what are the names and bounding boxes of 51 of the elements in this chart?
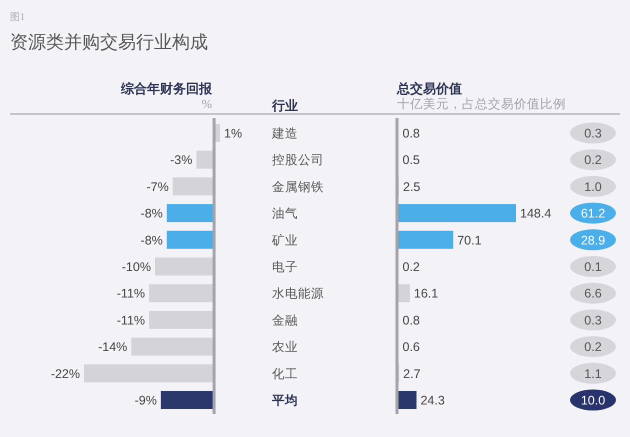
- data-label: -10%: [122, 260, 151, 274]
- data-label: 2.7: [403, 366, 421, 381]
- data-label: 0.8: [402, 313, 420, 328]
- data-label: -7%: [146, 180, 169, 194]
- data-label: 0.2: [402, 260, 420, 274]
- data-label: 0.1: [584, 260, 602, 274]
- y-tick-label: 金融: [272, 313, 298, 328]
- y-tick-label: 控股公司: [272, 153, 324, 168]
- data-label: -3%: [170, 153, 192, 168]
- data-label: 0.2: [584, 153, 602, 168]
- data-label: 0.5: [402, 153, 420, 168]
- data-label: -14%: [98, 340, 128, 354]
- data-label: 61.2: [580, 206, 606, 221]
- data-label: 148.4: [520, 206, 552, 221]
- text: 十亿美元，占总交易价值比例: [397, 96, 566, 111]
- y-tick-label: 建造: [271, 126, 298, 140]
- y-tick-label: 金属钢铁: [272, 180, 324, 194]
- data-label: 0.8: [402, 126, 420, 140]
- data-label: -8%: [140, 206, 163, 221]
- x-axis-title: 综合年财务回报: [120, 81, 213, 96]
- data-label: 6.6: [584, 286, 602, 301]
- y-tick-label: 矿业: [271, 233, 298, 248]
- data-label: 2.5: [403, 180, 420, 194]
- y-tick-label: 平均: [271, 394, 298, 408]
- y-tick-label: 电子: [272, 260, 298, 274]
- y-tick-label: 水电能源: [272, 286, 324, 301]
- y-axis-title: 行业: [271, 98, 298, 113]
- data-label: -22%: [50, 366, 80, 381]
- data-label: -11%: [116, 313, 146, 328]
- chart-title: 资源类并购交易行业构成: [10, 32, 208, 52]
- data-label: 1.1: [584, 366, 602, 381]
- data-label: -8%: [140, 233, 163, 248]
- data-label: 0.6: [402, 340, 420, 354]
- data-label: 0.2: [584, 340, 602, 354]
- data-label: -9%: [134, 394, 157, 408]
- caption: 图1: [10, 12, 25, 23]
- x-axis-title: 总交易价值: [396, 81, 462, 96]
- data-label: 10.0: [580, 394, 606, 408]
- data-label: 0.3: [584, 126, 602, 140]
- text: %: [202, 97, 212, 111]
- y-tick-label: 油气: [272, 206, 298, 221]
- data-label: 1.0: [584, 180, 602, 194]
- data-label: 1%: [224, 126, 242, 140]
- data-label: 24.3: [420, 394, 445, 408]
- y-tick-label: 农业: [272, 340, 298, 354]
- data-label: 16.1: [414, 286, 438, 301]
- data-label: 28.9: [580, 233, 606, 248]
- data-label: 70.1: [457, 233, 482, 248]
- y-tick-label: 化工: [272, 366, 298, 381]
- data-label: 0.3: [584, 313, 602, 328]
- data-label: -11%: [116, 286, 146, 301]
